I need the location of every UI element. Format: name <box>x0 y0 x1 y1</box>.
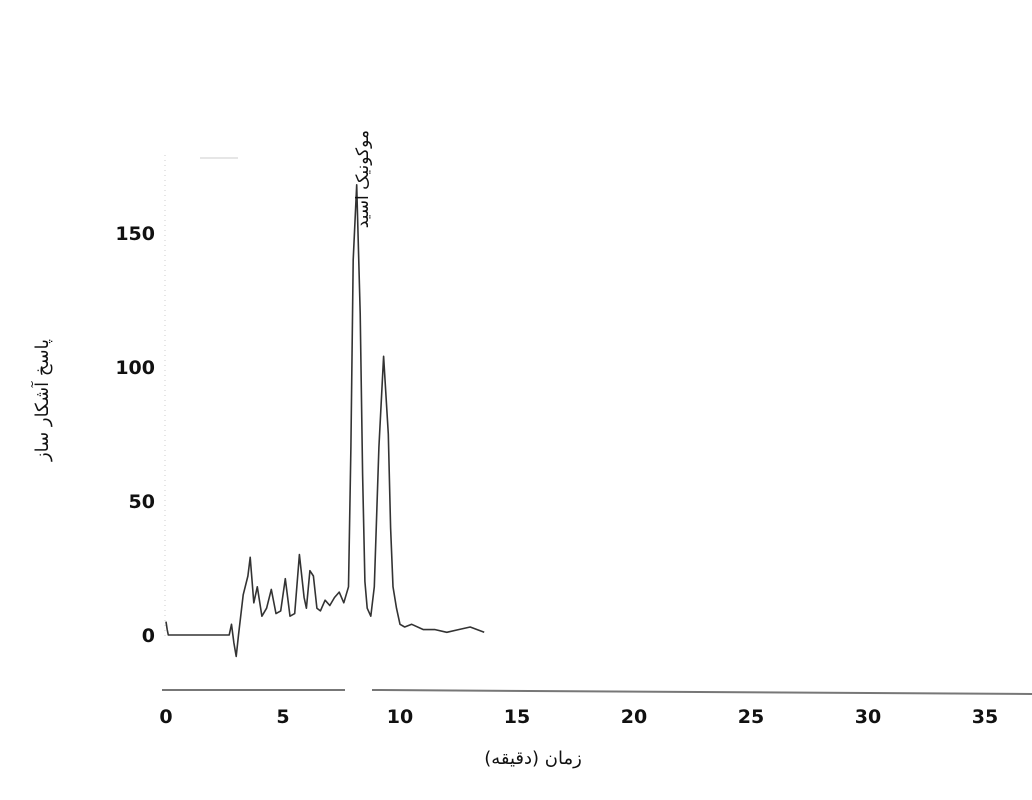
x-tick-label: 30 <box>855 706 881 728</box>
x-tick-label: 25 <box>738 706 764 728</box>
y-tick-label: 50 <box>129 491 155 513</box>
y-tick-label: 0 <box>142 625 155 647</box>
y-tick-label: 100 <box>115 357 155 379</box>
y-tick-labels: 0 50 100 150 <box>115 223 155 647</box>
peak-annotation-label: موکونیک اسید <box>353 130 373 228</box>
y-tick-label: 150 <box>115 223 155 245</box>
x-tick-label: 20 <box>621 706 647 728</box>
y-axis-label: پاسخ آشکار ساز <box>30 339 53 462</box>
x-tick-label: 0 <box>159 706 172 728</box>
x-axis-line-right <box>371 689 1032 695</box>
x-tick-label: 15 <box>504 706 530 728</box>
x-tick-label: 35 <box>972 706 998 728</box>
series-line <box>165 184 485 658</box>
x-axis-label: زمان (دقیقه) <box>484 748 582 769</box>
series-layer <box>165 184 485 658</box>
x-tick-label: 10 <box>387 706 413 728</box>
x-tick-label: 5 <box>276 706 289 728</box>
x-tick-labels: 0 5 10 15 20 25 30 35 <box>159 706 998 728</box>
